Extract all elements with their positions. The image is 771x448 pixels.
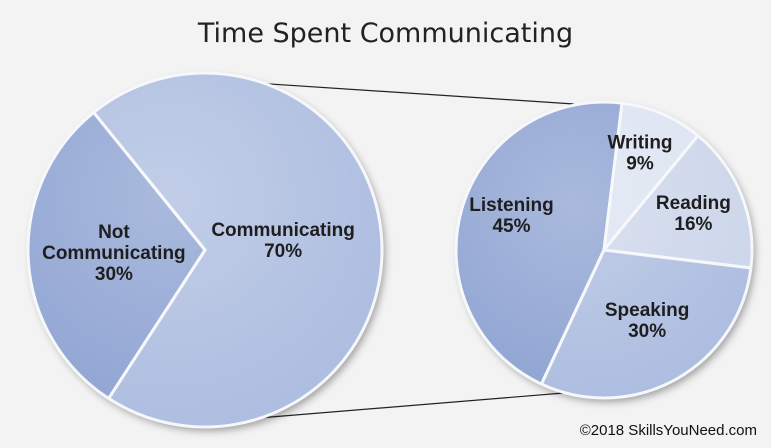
- slice-label-line: 70%: [264, 241, 302, 262]
- slice-label-line: 16%: [674, 214, 712, 235]
- copyright-text: ©2018 SkillsYouNeed.com: [579, 422, 757, 439]
- slice-label-line: Not: [98, 222, 130, 243]
- slice-label-line: Communicating: [42, 243, 186, 264]
- pie-secondary: Listening 45%Writing 9%Reading 16%Speaking 3…: [454, 100, 754, 400]
- slice-label-line: Writing: [607, 133, 672, 154]
- slice-label-line: 30%: [628, 321, 666, 342]
- slice-label-line: Communicating: [211, 220, 355, 241]
- slice-label-reading: Reading 16%: [656, 193, 731, 235]
- slice-label-speaking: Speaking 30%: [605, 300, 689, 342]
- slice-label-communicating: Communicating 70%: [211, 220, 355, 262]
- slice-label-line: 9%: [626, 154, 654, 175]
- slice-label-not-communicating: Not Communicating 30%: [42, 222, 186, 285]
- slice-label-line: Listening: [469, 195, 553, 216]
- slice-label-line: Speaking: [605, 300, 689, 321]
- slice-label-line: Reading: [656, 193, 731, 214]
- slice-label-line: 30%: [95, 264, 133, 285]
- slice-label-listening: Listening 45%: [469, 195, 553, 237]
- pie-main: Communicating 70%Not Communicating 30%: [26, 71, 384, 429]
- slice-label-writing: Writing 9%: [607, 133, 672, 175]
- chart-title: Time Spent Communicating: [197, 18, 574, 49]
- slice-label-line: 45%: [492, 216, 530, 237]
